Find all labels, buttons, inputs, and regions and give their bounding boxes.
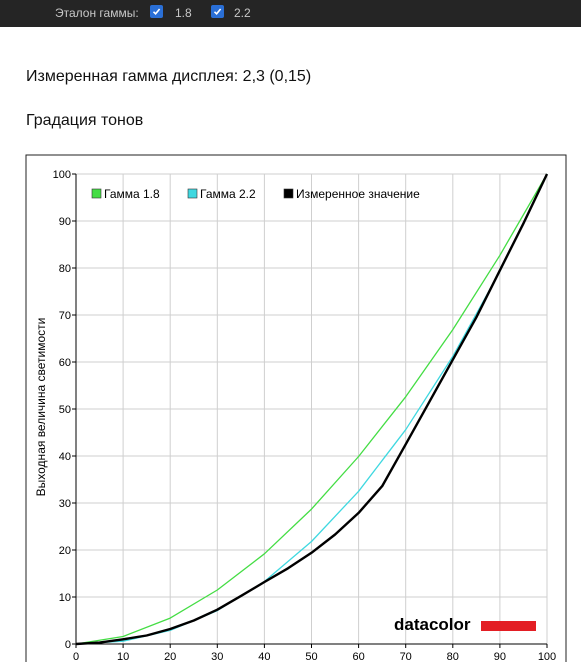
datacolor-logo-bar	[481, 621, 536, 631]
legend-swatch-1	[91, 188, 102, 199]
y-tick-label: 30	[59, 498, 71, 510]
y-tick-label: 20	[59, 545, 71, 557]
y-tick-label: 0	[65, 639, 71, 651]
gamma-2-2-checkbox[interactable]	[211, 5, 224, 18]
y-tick-label: 100	[53, 169, 71, 181]
x-tick-label: 90	[494, 651, 506, 662]
gamma-reference-toolbar: Эталон гаммы: 1.8 2.2	[0, 0, 581, 27]
y-tick-label: 50	[59, 404, 71, 416]
legend-label-2: Гамма 2.2	[200, 187, 256, 201]
gamma-1-8-label: 1.8	[175, 6, 192, 20]
legend-swatch-2	[187, 188, 198, 199]
x-tick-label: 70	[400, 651, 412, 662]
y-tick-label: 70	[59, 310, 71, 322]
datacolor-logo: datacolor	[394, 615, 471, 634]
legend-label-3: Измеренное значение	[296, 187, 420, 201]
legend-label-1: Гамма 1.8	[104, 187, 160, 201]
y-tick-label: 60	[59, 357, 71, 369]
x-tick-label: 20	[164, 651, 176, 662]
y-tick-label: 90	[59, 216, 71, 228]
checkmark-icon	[152, 8, 161, 15]
y-tick-label: 40	[59, 451, 71, 463]
x-tick-label: 60	[352, 651, 364, 662]
y-tick-label: 80	[59, 263, 71, 275]
gamma-2-2-label: 2.2	[234, 6, 251, 20]
x-tick-label: 100	[538, 651, 556, 662]
gamma-1-8-checkbox[interactable]	[150, 5, 163, 18]
series-line-1	[75, 173, 548, 645]
y-axis-label: Выходная величина светимости	[34, 318, 48, 497]
x-tick-label: 0	[73, 651, 79, 662]
x-tick-label: 30	[211, 651, 223, 662]
checkmark-icon	[213, 8, 222, 15]
x-tick-label: 10	[117, 651, 129, 662]
x-tick-label: 80	[447, 651, 459, 662]
legend-swatch-3	[283, 188, 294, 199]
x-tick-label: 50	[305, 651, 317, 662]
y-tick-label: 10	[59, 592, 71, 604]
x-tick-label: 40	[258, 651, 270, 662]
measured-gamma-text: Измеренная гамма дисплея: 2,3 (0,15)	[26, 68, 312, 85]
gamma-reference-label: Эталон гаммы:	[55, 6, 139, 20]
series-line-3	[75, 173, 549, 646]
tone-gradation-title: Градация тонов	[26, 112, 144, 129]
